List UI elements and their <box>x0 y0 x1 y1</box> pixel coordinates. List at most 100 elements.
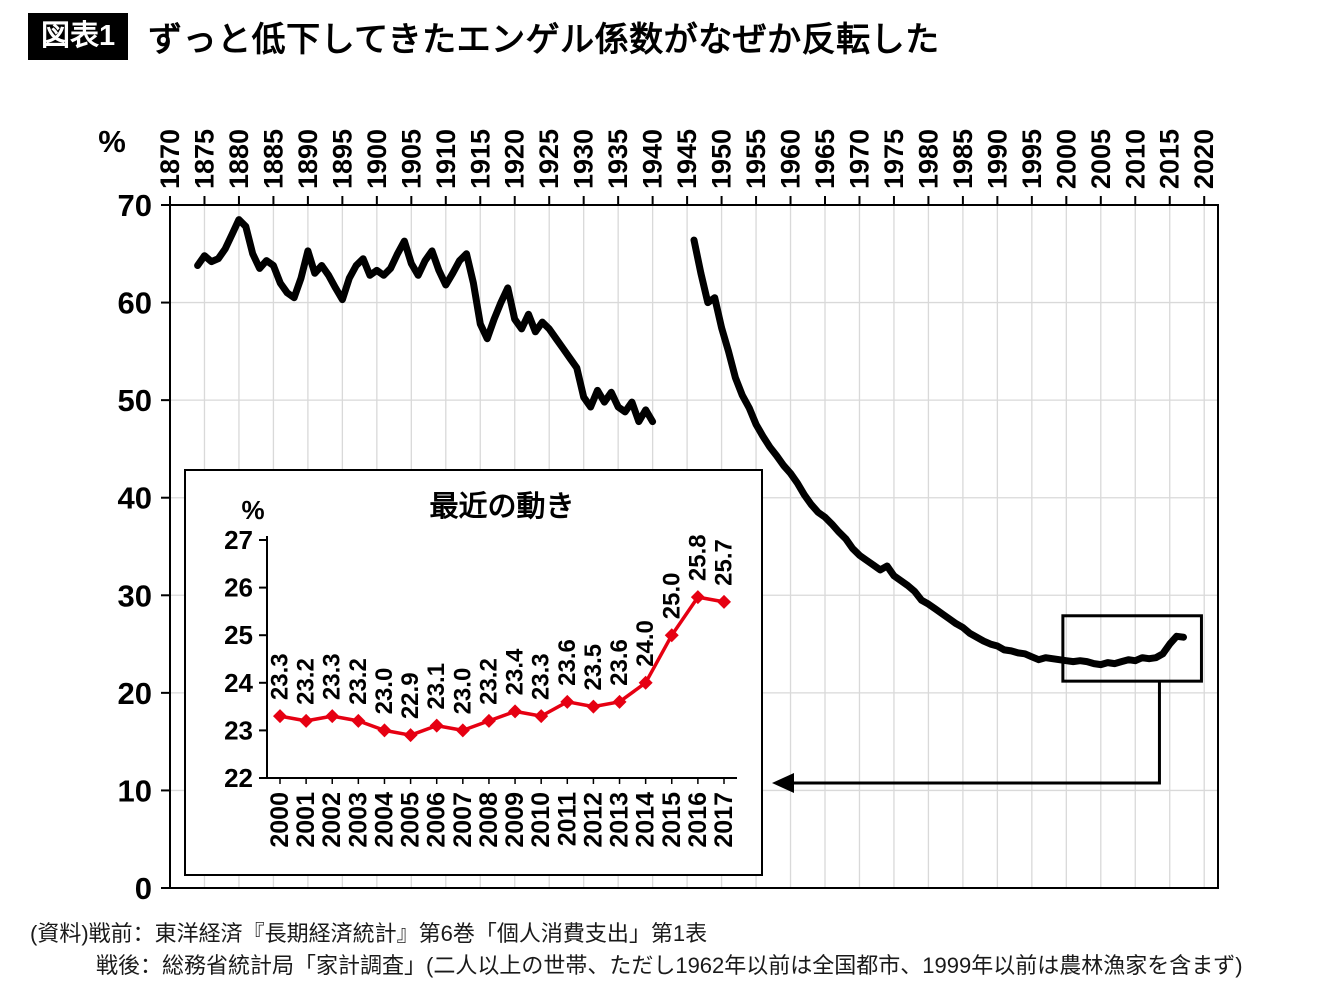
svg-text:2001: 2001 <box>292 792 320 848</box>
svg-text:2003: 2003 <box>344 792 372 848</box>
svg-text:26: 26 <box>224 573 253 603</box>
series-line-postwar <box>690 236 1187 669</box>
svg-text:1945: 1945 <box>672 129 702 189</box>
svg-text:40: 40 <box>118 481 152 516</box>
svg-text:1925: 1925 <box>534 129 564 189</box>
svg-text:1955: 1955 <box>741 129 771 189</box>
svg-text:2007: 2007 <box>449 792 477 848</box>
inset-y-axis-unit: % <box>241 495 264 525</box>
svg-text:2013: 2013 <box>606 792 634 848</box>
svg-text:1970: 1970 <box>844 129 874 189</box>
inset-chart: 最近の動き%2223242526272000200120022003200420… <box>184 469 763 876</box>
svg-text:1880: 1880 <box>224 129 254 189</box>
svg-text:24: 24 <box>224 668 253 698</box>
svg-text:1895: 1895 <box>327 129 357 189</box>
svg-text:2015: 2015 <box>1155 129 1185 189</box>
svg-text:2020: 2020 <box>1189 129 1219 189</box>
svg-text:1905: 1905 <box>396 129 426 189</box>
svg-text:2012: 2012 <box>579 792 607 848</box>
main-y-axis-unit: % <box>98 124 126 159</box>
svg-text:23.6: 23.6 <box>606 639 633 686</box>
svg-text:2010: 2010 <box>527 792 555 848</box>
series-line-prewar <box>194 216 657 426</box>
svg-text:1980: 1980 <box>913 129 943 189</box>
inset-y-axis: 22 23 24 25 26 27 <box>224 525 267 793</box>
svg-text:23.3: 23.3 <box>319 653 346 700</box>
svg-text:1885: 1885 <box>258 129 288 189</box>
svg-text:2017: 2017 <box>710 792 738 848</box>
svg-text:23.4: 23.4 <box>502 648 529 695</box>
svg-text:2008: 2008 <box>475 792 503 848</box>
chart-header: 図表1 ずっと低下してきたエンゲル係数がなぜか反転した <box>28 12 940 61</box>
inset-x-axis: 2000200120022003200420052006200720082009… <box>266 778 738 848</box>
svg-text:1960: 1960 <box>776 129 806 189</box>
svg-text:1915: 1915 <box>465 129 495 189</box>
svg-text:23.0: 23.0 <box>449 668 476 715</box>
svg-text:1965: 1965 <box>810 129 840 189</box>
page-title: ずっと低下してきたエンゲル係数がなぜか反転した <box>148 21 940 59</box>
svg-text:2011: 2011 <box>553 792 581 846</box>
svg-text:2000: 2000 <box>1051 129 1081 189</box>
svg-text:2000: 2000 <box>266 792 294 848</box>
svg-text:2009: 2009 <box>501 792 529 848</box>
svg-text:10: 10 <box>118 773 152 808</box>
svg-text:23.2: 23.2 <box>293 658 320 705</box>
svg-text:1935: 1935 <box>603 129 633 189</box>
svg-text:24.0: 24.0 <box>632 620 659 667</box>
svg-text:1900: 1900 <box>362 129 392 189</box>
svg-text:23.2: 23.2 <box>475 658 502 705</box>
arrow-head-icon <box>772 773 794 793</box>
svg-text:23.1: 23.1 <box>423 663 450 710</box>
inset-data-labels: 23.3 23.2 23.3 23.2 23.0 22.9 23.1 23.0 23.2 23.4… <box>267 534 738 719</box>
inset-title: 最近の動き <box>429 490 574 523</box>
svg-text:50: 50 <box>118 383 152 418</box>
figure-badge: 図表1 <box>28 13 129 60</box>
inset-series-markers <box>273 590 731 743</box>
source-note: (資料)戦前：東洋経済『長期経済統計』第6巻「個人消費支出」第1表 戦後：総務省… <box>30 918 1243 982</box>
svg-text:1870: 1870 <box>155 129 185 189</box>
svg-text:2014: 2014 <box>632 792 660 848</box>
svg-text:1995: 1995 <box>1017 129 1047 189</box>
source-note-line2: 戦後：総務省統計局「家計調査」(二人以上の世帯、ただし1962年以前は全国都市、… <box>96 952 1243 978</box>
svg-text:1950: 1950 <box>707 129 737 189</box>
svg-text:25.0: 25.0 <box>658 572 685 619</box>
svg-text:60: 60 <box>118 286 152 321</box>
svg-text:2016: 2016 <box>684 792 712 848</box>
svg-text:1930: 1930 <box>569 129 599 189</box>
main-y-axis: 0 10 20 30 40 50 60 70 <box>118 188 170 906</box>
svg-text:1875: 1875 <box>189 129 219 189</box>
svg-text:1985: 1985 <box>948 129 978 189</box>
svg-text:23.5: 23.5 <box>580 644 607 691</box>
svg-text:2015: 2015 <box>658 792 686 848</box>
svg-text:1990: 1990 <box>982 129 1012 189</box>
source-note-line1: (資料)戦前：東洋経済『長期経済統計』第6巻「個人消費支出」第1表 <box>30 921 708 946</box>
svg-text:23.2: 23.2 <box>345 658 372 705</box>
svg-text:27: 27 <box>224 525 253 555</box>
main-plot-border <box>169 204 1219 889</box>
svg-text:2002: 2002 <box>318 792 346 848</box>
svg-text:0: 0 <box>135 871 152 906</box>
highlight-box <box>1061 614 1203 683</box>
svg-text:23.0: 23.0 <box>371 668 398 715</box>
main-x-axis: 1870 1875 1880 1885 1890 1895 1900 1905 1910 1915… <box>155 129 1219 205</box>
svg-text:25: 25 <box>224 620 253 650</box>
svg-text:1920: 1920 <box>500 129 530 189</box>
svg-text:30: 30 <box>118 578 152 613</box>
svg-text:1910: 1910 <box>431 129 461 189</box>
svg-text:1940: 1940 <box>638 129 668 189</box>
svg-text:25.8: 25.8 <box>684 534 711 581</box>
svg-text:2005: 2005 <box>397 792 425 848</box>
svg-text:23.6: 23.6 <box>554 639 581 686</box>
svg-text:1975: 1975 <box>879 129 909 189</box>
svg-text:1890: 1890 <box>293 129 323 189</box>
svg-text:25.7: 25.7 <box>711 539 738 586</box>
svg-text:23.3: 23.3 <box>528 653 555 700</box>
svg-text:23.3: 23.3 <box>267 653 294 700</box>
svg-text:2004: 2004 <box>370 792 398 848</box>
svg-text:2005: 2005 <box>1086 129 1116 189</box>
svg-text:22: 22 <box>224 763 253 793</box>
svg-text:23: 23 <box>224 715 253 745</box>
svg-text:2006: 2006 <box>423 792 451 848</box>
